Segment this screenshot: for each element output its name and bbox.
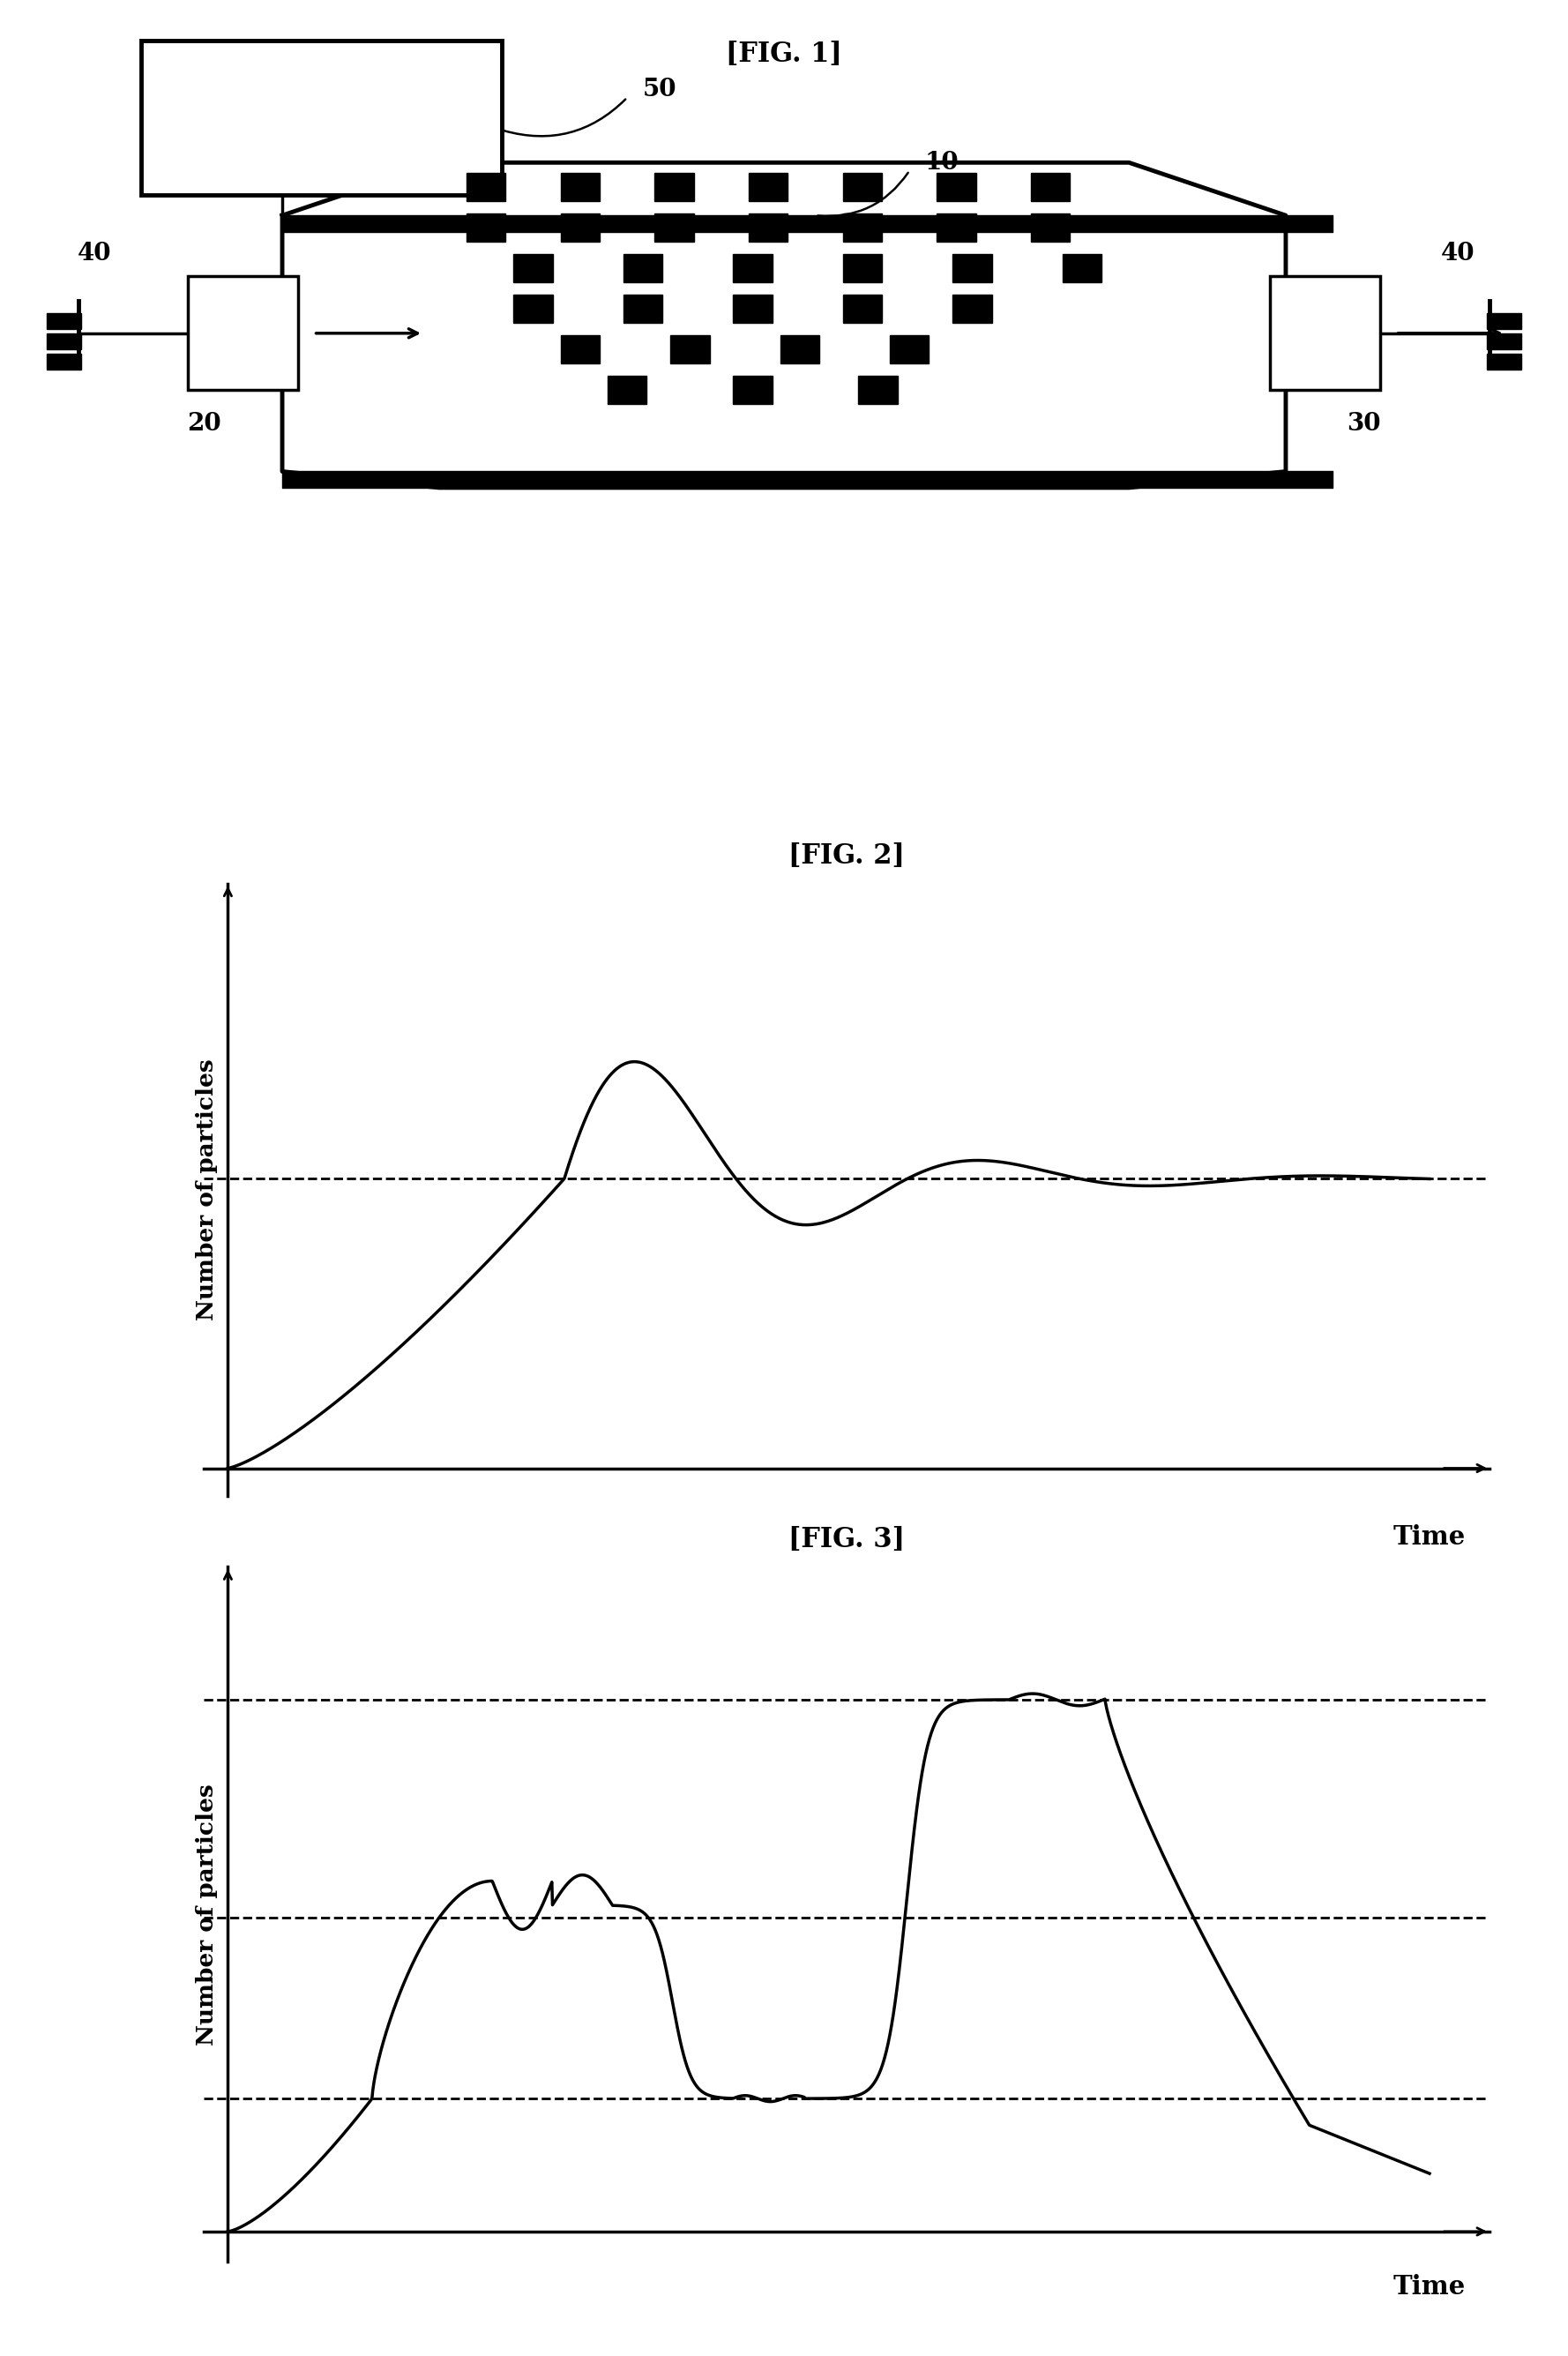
Bar bbox=[671, 335, 710, 363]
Bar bbox=[844, 294, 883, 323]
Text: Time: Time bbox=[1392, 2274, 1466, 2299]
Bar bbox=[891, 335, 930, 363]
Bar bbox=[844, 254, 883, 283]
Bar bbox=[953, 294, 993, 323]
Bar bbox=[561, 214, 601, 243]
Bar bbox=[514, 294, 554, 323]
Text: 20: 20 bbox=[187, 412, 221, 436]
Text: Time: Time bbox=[1392, 1524, 1466, 1550]
Title: [FIG. 2]: [FIG. 2] bbox=[789, 843, 905, 869]
Text: 50: 50 bbox=[643, 78, 677, 101]
Text: 30: 30 bbox=[1347, 412, 1381, 436]
Bar bbox=[467, 214, 506, 243]
Bar bbox=[1032, 172, 1071, 200]
Bar bbox=[781, 335, 820, 363]
Bar bbox=[655, 214, 695, 243]
Text: 10: 10 bbox=[925, 151, 960, 174]
Bar bbox=[1486, 332, 1521, 349]
Bar bbox=[561, 335, 601, 363]
Bar bbox=[188, 276, 298, 391]
Title: [FIG. 3]: [FIG. 3] bbox=[789, 1527, 905, 1553]
Bar bbox=[1486, 313, 1521, 330]
Bar bbox=[750, 172, 789, 200]
Bar bbox=[750, 214, 789, 243]
Bar bbox=[561, 172, 601, 200]
Text: [FIG. 1]: [FIG. 1] bbox=[726, 40, 842, 68]
Bar bbox=[734, 377, 773, 405]
Bar bbox=[938, 214, 975, 243]
Y-axis label: Number of particles: Number of particles bbox=[196, 1058, 218, 1322]
Bar bbox=[844, 214, 883, 243]
Bar bbox=[655, 172, 695, 200]
Bar bbox=[47, 353, 82, 370]
Bar bbox=[1063, 254, 1102, 283]
Bar bbox=[1032, 214, 1071, 243]
Bar bbox=[624, 294, 663, 323]
Bar bbox=[938, 172, 975, 200]
Bar bbox=[624, 254, 663, 283]
Bar bbox=[953, 254, 993, 283]
Bar bbox=[514, 254, 554, 283]
Bar bbox=[47, 313, 82, 330]
Text: 40: 40 bbox=[1441, 243, 1475, 266]
Bar bbox=[859, 377, 898, 405]
Bar bbox=[47, 332, 82, 349]
Bar bbox=[844, 172, 883, 200]
Bar bbox=[141, 40, 502, 196]
Bar bbox=[1270, 276, 1380, 391]
Text: 40: 40 bbox=[77, 243, 111, 266]
Bar bbox=[734, 254, 773, 283]
Bar bbox=[467, 172, 506, 200]
Y-axis label: Number of particles: Number of particles bbox=[196, 1783, 218, 2045]
Bar bbox=[734, 294, 773, 323]
Bar bbox=[608, 377, 648, 405]
Bar bbox=[1486, 353, 1521, 370]
